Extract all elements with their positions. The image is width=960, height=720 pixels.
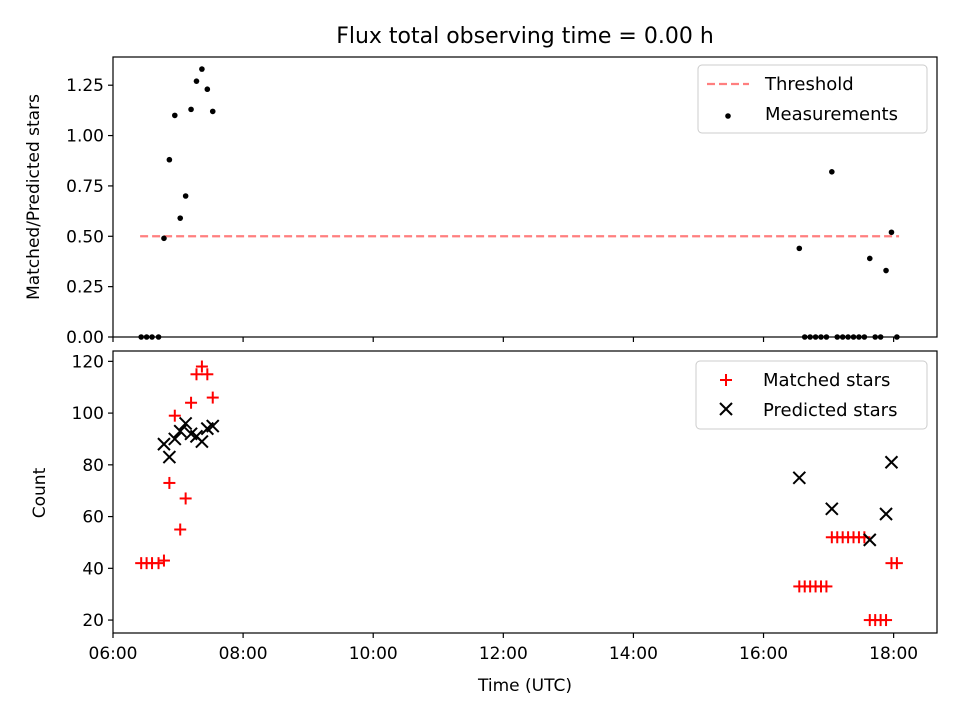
measurement-point <box>209 108 216 115</box>
legend-matched-swatch <box>720 374 732 386</box>
legend-predicted-label: Predicted stars <box>763 400 897 421</box>
top-legend: Threshold Measurements <box>697 64 928 134</box>
measurement-point <box>796 245 803 252</box>
bottom-axes-frame <box>112 350 938 634</box>
bottom-xtick-label: 18:00 <box>869 644 918 664</box>
top-x-axis <box>112 337 895 342</box>
measurement-point <box>177 215 184 221</box>
top-title: Flux total observing time = 0.00 h <box>336 24 714 49</box>
top-ytick-label: 0.25 <box>66 278 104 298</box>
bottom-ytick-label: 20 <box>82 611 104 631</box>
measurement-point <box>182 193 189 199</box>
bottom-legend-box <box>695 360 928 430</box>
matched-stars-point <box>163 476 176 489</box>
measurement-point <box>866 255 873 262</box>
measurement-point <box>166 156 173 163</box>
bottom-ytick-label: 120 <box>72 352 104 372</box>
measurement-point <box>204 86 211 93</box>
matched-stars-point <box>890 557 903 570</box>
matched-stars-point <box>190 368 203 381</box>
bottom-ytick-label: 100 <box>72 404 104 424</box>
bottom-xtick-label: 10:00 <box>349 644 398 664</box>
bottom-xtick-label: 08:00 <box>219 644 268 664</box>
predicted-stars-point <box>195 434 209 449</box>
bottom-ytick-label: 60 <box>82 508 104 528</box>
top-ytick-label: 1.00 <box>66 127 104 147</box>
top-ytick-label: 1.25 <box>66 76 104 96</box>
measurement-point <box>161 235 167 242</box>
predicted-stars-point <box>173 424 187 438</box>
legend-measurements-swatch <box>725 113 731 119</box>
top-legend-box <box>697 64 928 134</box>
top-ytick-label: 0.50 <box>66 227 104 247</box>
predicted-stars-point <box>884 455 899 469</box>
bottom-ylabel: Count <box>30 467 50 518</box>
predicted-stars-point <box>168 432 182 446</box>
matched-stars-point <box>201 368 214 381</box>
top-ytick-label: 0.75 <box>66 177 104 197</box>
matched-stars-point <box>185 396 198 409</box>
measurement-point <box>193 78 200 84</box>
matched-stars-point <box>820 580 833 593</box>
bottom-y-axis: 20 40 60 80 100 120 <box>72 352 113 631</box>
bottom-ytick-label: 80 <box>82 456 104 476</box>
measurement-point <box>829 169 835 175</box>
measurement-point <box>883 267 889 274</box>
matched-stars-point <box>880 614 893 627</box>
matched-stars-point <box>157 554 170 567</box>
predicted-stars-point <box>825 502 839 516</box>
matched-stars-point <box>179 492 192 505</box>
matched-stars-point <box>206 391 219 404</box>
measurement-point <box>888 229 895 236</box>
matched-stars-point <box>168 409 181 422</box>
bottom-xtick-label: 16:00 <box>739 644 788 664</box>
bottom-legend: Matched stars Predicted stars <box>695 360 928 430</box>
bottom-xtick-label: 12:00 <box>479 644 528 664</box>
predicted-stars-point <box>792 471 807 485</box>
matched-stars-point <box>152 557 165 570</box>
matched-stars-point <box>174 523 187 536</box>
top-panel: Flux total observing time = 0.00 h 0.000… <box>24 24 938 348</box>
predicted-stars-point <box>178 416 193 431</box>
legend-matched-label: Matched stars <box>763 370 890 391</box>
legend-threshold-label: Threshold <box>764 74 854 95</box>
top-y-axis: 0.00 0.25 0.50 0.75 1.00 1.25 <box>66 76 113 348</box>
top-ytick-label: 0.00 <box>66 328 104 348</box>
predicted-stars-point <box>206 419 220 433</box>
predicted-stars-point <box>157 437 171 451</box>
predicted-stars-point <box>863 533 877 547</box>
bottom-x-axis: 06:00 08:00 10:00 12:00 14:00 16:00 18:00 <box>89 633 918 664</box>
legend-measurements-label: Measurements <box>765 104 898 125</box>
legend-predicted-swatch <box>719 402 733 416</box>
predicted-stars-point <box>879 507 893 521</box>
bottom-panel: 20 40 60 80 100 120 06:00 08:00 10:00 12:00 14:00… <box>30 350 938 696</box>
top-ylabel: Matched/Predicted stars <box>24 94 44 300</box>
matched-stars-point <box>195 360 208 373</box>
bottom-ytick-label: 40 <box>82 559 104 579</box>
measurement-point <box>199 66 205 72</box>
bottom-plot-area <box>135 360 903 627</box>
measurement-point <box>172 112 178 119</box>
bottom-xtick-label: 14:00 <box>609 644 658 664</box>
measurement-point <box>188 106 194 113</box>
bottom-xlabel: Time (UTC) <box>477 676 572 696</box>
predicted-stars-point <box>162 450 177 464</box>
top-axes-frame <box>112 56 938 338</box>
bottom-xtick-label: 06:00 <box>89 644 138 664</box>
